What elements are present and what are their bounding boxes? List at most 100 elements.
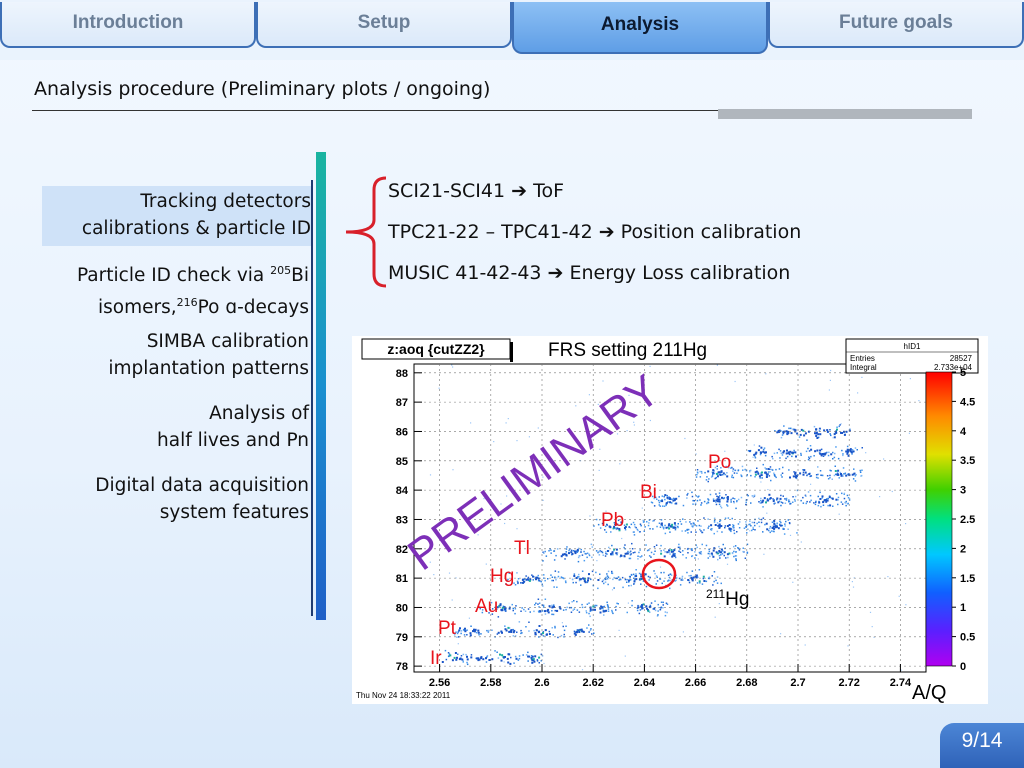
data-point [746,532,748,534]
data-point [735,559,737,562]
sidebar-item-label: calibrations & particle ID [81,218,311,239]
data-point [695,544,697,546]
data-point [652,608,654,610]
data-point [820,454,823,457]
data-point [560,555,563,558]
sidebar-item-half-lives[interactable]: Analysis of half lives and Pn [157,400,309,454]
data-point [787,528,789,530]
data-point [580,584,582,586]
data-point [740,474,742,476]
data-point [607,576,610,578]
data-point [830,453,833,456]
data-point [470,422,472,424]
data-point [687,552,689,554]
data-point [616,433,619,435]
data-point [611,551,614,554]
data-point [768,475,771,477]
data-point [487,631,490,633]
data-point [570,606,573,609]
data-point [779,457,781,459]
sidebar-item-particle-id[interactable]: Particle ID check via 205Bi isomers,216P… [77,257,309,321]
data-point [733,529,735,532]
y-tick-label: 84 [396,485,409,497]
tab-analysis[interactable]: Analysis [512,2,768,54]
data-point [799,433,802,436]
data-point [708,548,710,551]
data-point [743,527,746,529]
data-point [578,611,581,613]
data-point [719,494,721,497]
data-point [824,499,827,501]
data-point [459,627,461,630]
data-point [580,548,582,551]
data-point [715,493,717,495]
preliminary-watermark: PRELIMINARY [399,366,668,581]
data-point [842,475,844,477]
data-point [737,498,740,501]
sidebar-item-tracking[interactable]: Tracking detectors calibrations & partic… [41,186,311,246]
data-point [681,579,684,581]
data-point [832,458,834,460]
data-point [849,499,851,501]
data-point [791,455,793,458]
data-point [760,481,762,483]
data-point [562,553,565,556]
mass-number-216: 216 [176,296,198,310]
data-point [699,499,701,501]
data-point [703,500,706,503]
data-point [611,570,613,573]
data-point [568,552,570,555]
data-point [527,608,530,610]
data-point [727,556,729,559]
data-point [859,471,862,473]
data-point [764,471,767,474]
data-point [728,529,731,531]
data-point [623,524,626,526]
tab-introduction[interactable]: Introduction [0,2,256,48]
data-point [747,528,749,530]
data-point [560,634,563,637]
data-point [833,456,836,459]
data-point [646,521,648,523]
data-point [758,501,760,503]
data-point [773,499,775,501]
sidebar-item-daq[interactable]: Digital data acquisition system features [95,472,309,526]
data-point [783,425,785,427]
data-point [615,548,618,551]
data-point [612,527,615,530]
data-point [748,450,751,453]
data-point [739,521,741,523]
data-point [520,629,522,632]
data-point [735,555,738,557]
tab-future-goals[interactable]: Future goals [768,2,1024,48]
data-point [452,632,455,634]
data-point [763,497,766,500]
data-point [836,428,838,431]
data-point [835,446,837,448]
data-point [611,589,614,591]
data-point [512,635,515,637]
x-tick-label: 2.58 [480,677,501,689]
sidebar-item-simba[interactable]: SIMBA calibration implantation patterns [108,328,309,382]
data-point [782,466,784,469]
data-point [613,587,615,589]
data-point [758,445,761,447]
data-point [793,471,795,473]
x-tick-label: 2.68 [736,677,757,689]
data-point [784,525,786,527]
sidebar-item-label: Tracking detectors [140,191,311,212]
data-point [781,472,784,474]
data-point [647,609,649,612]
data-point [663,496,665,498]
tab-setup[interactable]: Setup [256,2,512,48]
data-point [558,606,561,609]
data-point [731,528,733,530]
data-point [845,430,848,433]
data-point [597,579,600,581]
data-point [500,630,503,633]
data-point [477,631,480,634]
data-point [846,451,849,454]
data-point [573,575,576,577]
data-point [712,469,715,472]
data-point [800,499,802,502]
